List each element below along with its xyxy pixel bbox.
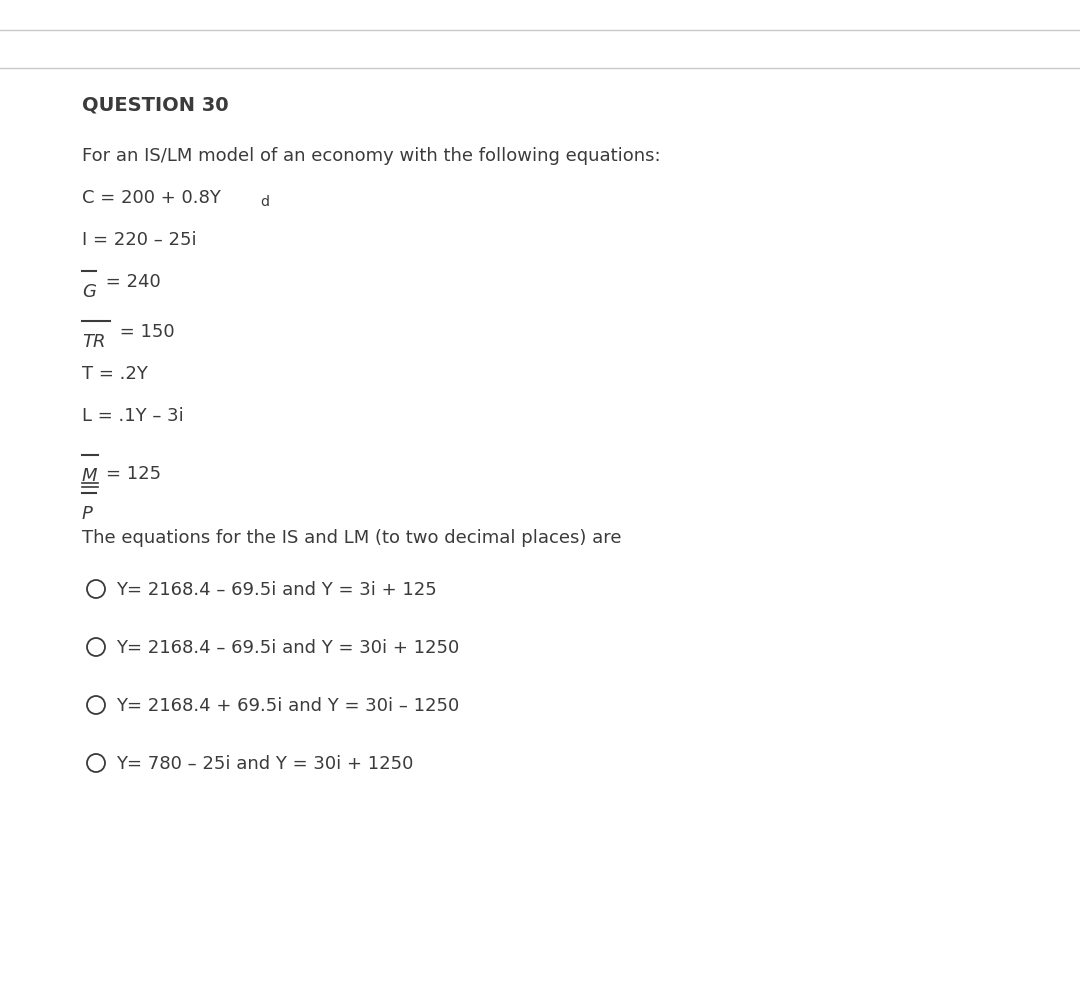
Text: M: M: [82, 467, 97, 485]
Text: G: G: [82, 283, 96, 301]
Text: Y= 2168.4 + 69.5i and Y = 30i – 1250: Y= 2168.4 + 69.5i and Y = 30i – 1250: [116, 697, 459, 715]
Text: = 240: = 240: [100, 273, 161, 291]
Text: P: P: [82, 505, 93, 523]
Text: I = 220 – 25i: I = 220 – 25i: [82, 231, 197, 249]
Text: = 150: = 150: [114, 323, 175, 341]
Text: C = 200 + 0.8Y: C = 200 + 0.8Y: [82, 189, 221, 207]
Text: T = .2Y: T = .2Y: [82, 365, 148, 383]
Text: Y= 2168.4 – 69.5i and Y = 3i + 125: Y= 2168.4 – 69.5i and Y = 3i + 125: [116, 581, 436, 599]
Text: TR: TR: [82, 333, 106, 351]
Text: = 125: = 125: [106, 465, 161, 483]
Text: L = .1Y – 3i: L = .1Y – 3i: [82, 407, 184, 425]
Text: Y= 780 – 25i and Y = 30i + 1250: Y= 780 – 25i and Y = 30i + 1250: [116, 754, 414, 773]
Text: d: d: [260, 195, 269, 209]
Text: Y= 2168.4 – 69.5i and Y = 30i + 1250: Y= 2168.4 – 69.5i and Y = 30i + 1250: [116, 639, 459, 657]
Text: The equations for the IS and LM (to two decimal places) are: The equations for the IS and LM (to two …: [82, 529, 621, 547]
Text: QUESTION 30: QUESTION 30: [82, 95, 229, 114]
Text: For an IS/LM model of an economy with the following equations:: For an IS/LM model of an economy with th…: [82, 147, 661, 165]
